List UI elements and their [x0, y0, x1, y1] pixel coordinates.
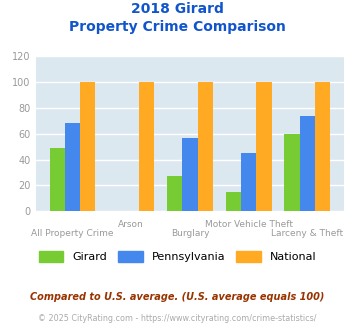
Bar: [139, 82, 154, 211]
Text: All Property Crime: All Property Crime: [31, 229, 114, 238]
Bar: [256, 82, 272, 211]
Bar: [284, 134, 300, 211]
Bar: [315, 82, 330, 211]
Bar: [241, 153, 256, 211]
Bar: [182, 138, 198, 211]
Bar: [198, 82, 213, 211]
Text: Larceny & Theft: Larceny & Theft: [271, 229, 344, 238]
Bar: [300, 115, 315, 211]
Bar: [65, 123, 80, 211]
Text: Arson: Arson: [118, 220, 144, 229]
Bar: [167, 176, 182, 211]
Text: Burglary: Burglary: [171, 229, 209, 238]
Text: Compared to U.S. average. (U.S. average equals 100): Compared to U.S. average. (U.S. average …: [30, 292, 325, 302]
Bar: [50, 148, 65, 211]
Bar: [226, 192, 241, 211]
Text: Property Crime Comparison: Property Crime Comparison: [69, 20, 286, 34]
Text: Motor Vehicle Theft: Motor Vehicle Theft: [205, 220, 293, 229]
Text: 2018 Girard: 2018 Girard: [131, 2, 224, 16]
Legend: Girard, Pennsylvania, National: Girard, Pennsylvania, National: [34, 247, 321, 267]
Text: © 2025 CityRating.com - https://www.cityrating.com/crime-statistics/: © 2025 CityRating.com - https://www.city…: [38, 314, 317, 323]
Bar: [80, 82, 95, 211]
